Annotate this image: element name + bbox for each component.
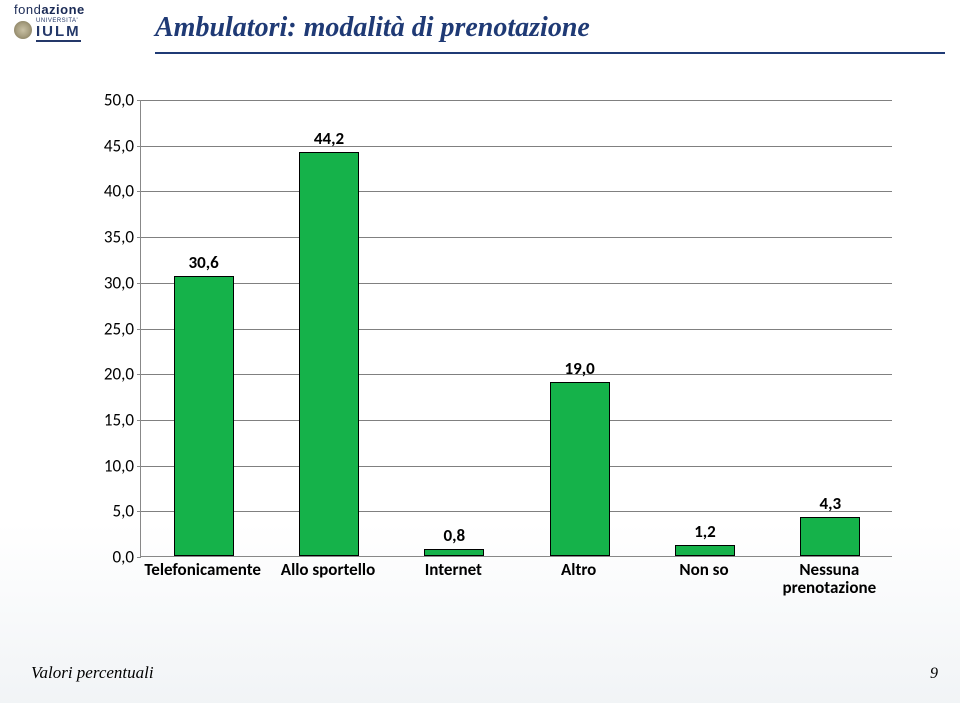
y-tick: [137, 420, 141, 421]
bar-chart: 30,6 44,2 0,8 19,0 1,2 4,3 Telefonicamente All…: [92, 100, 892, 585]
bar-group: [675, 545, 735, 556]
y-tick-label: 45,0: [92, 135, 134, 156]
bar-value-label: 0,8: [424, 525, 484, 546]
x-category-label: Internet: [393, 561, 513, 579]
y-tick-label: 50,0: [92, 90, 134, 111]
bar-group: [800, 517, 860, 556]
y-tick: [137, 283, 141, 284]
y-tick-label: 40,0: [92, 181, 134, 202]
bar-value-label: 4,3: [800, 493, 860, 514]
logo-big: IULM: [36, 24, 81, 39]
y-tick: [137, 191, 141, 192]
y-tick-label: 5,0: [92, 501, 134, 522]
x-axis-labels: Telefonicamente Allo sportello Internet Alt…: [140, 557, 892, 585]
page-title: Ambulatori: modalità di prenotazione: [155, 12, 590, 44]
bar-group: [550, 382, 610, 556]
x-category-label: Nessuna prenotazione: [769, 561, 889, 597]
seal-icon: [14, 21, 32, 39]
logo-text-block: UNIVERSITA' IULM: [36, 18, 81, 42]
bar-value-label: 19,0: [550, 358, 610, 379]
gridline: [141, 466, 892, 467]
bar-group: [299, 152, 359, 556]
gridline: [141, 511, 892, 512]
gridline: [141, 146, 892, 147]
bar: [550, 382, 610, 556]
y-tick: [137, 466, 141, 467]
y-tick: [137, 374, 141, 375]
bar: [675, 545, 735, 556]
y-tick-label: 30,0: [92, 272, 134, 293]
y-tick: [137, 100, 141, 101]
gridline: [141, 329, 892, 330]
y-tick: [137, 329, 141, 330]
y-tick: [137, 146, 141, 147]
y-tick-label: 20,0: [92, 364, 134, 385]
y-tick-label: 15,0: [92, 409, 134, 430]
gridline: [141, 191, 892, 192]
y-tick: [137, 511, 141, 512]
gridline: [141, 374, 892, 375]
slide: fondazione UNIVERSITA' IULM Ambulatori: …: [0, 0, 960, 703]
x-category-label: Telefonicamente: [143, 561, 263, 579]
logo-top-text: fond: [14, 2, 41, 17]
x-category-label: Altro: [519, 561, 639, 579]
bar: [424, 549, 484, 556]
gridline: [141, 420, 892, 421]
page-number: 9: [930, 665, 938, 683]
bar-value-label: 1,2: [675, 521, 735, 542]
gridline: [141, 283, 892, 284]
gridline: [141, 100, 892, 101]
x-category-label: Allo sportello: [268, 561, 388, 579]
logo-top-bold: azione: [41, 2, 84, 17]
y-tick-label: 25,0: [92, 318, 134, 339]
bar: [299, 152, 359, 556]
plot-area: 30,6 44,2 0,8 19,0 1,2 4,3: [140, 100, 892, 557]
logo-top-line: fondazione: [14, 2, 134, 17]
bar: [800, 517, 860, 556]
bar-group: [174, 276, 234, 556]
gridline: [141, 237, 892, 238]
bar-value-label: 44,2: [299, 128, 359, 149]
bar-value-label: 30,6: [174, 252, 234, 273]
logo-bottom-line: UNIVERSITA' IULM: [14, 18, 134, 42]
y-tick: [137, 237, 141, 238]
logo: fondazione UNIVERSITA' IULM: [14, 2, 134, 42]
x-category-label: Non so: [644, 561, 764, 579]
bar-group: [424, 549, 484, 556]
footer-note: Valori percentuali: [31, 663, 154, 683]
y-tick-label: 0,0: [92, 547, 134, 568]
y-tick-label: 10,0: [92, 455, 134, 476]
bar: [174, 276, 234, 556]
y-tick-label: 35,0: [92, 227, 134, 248]
title-underline: [155, 52, 945, 54]
